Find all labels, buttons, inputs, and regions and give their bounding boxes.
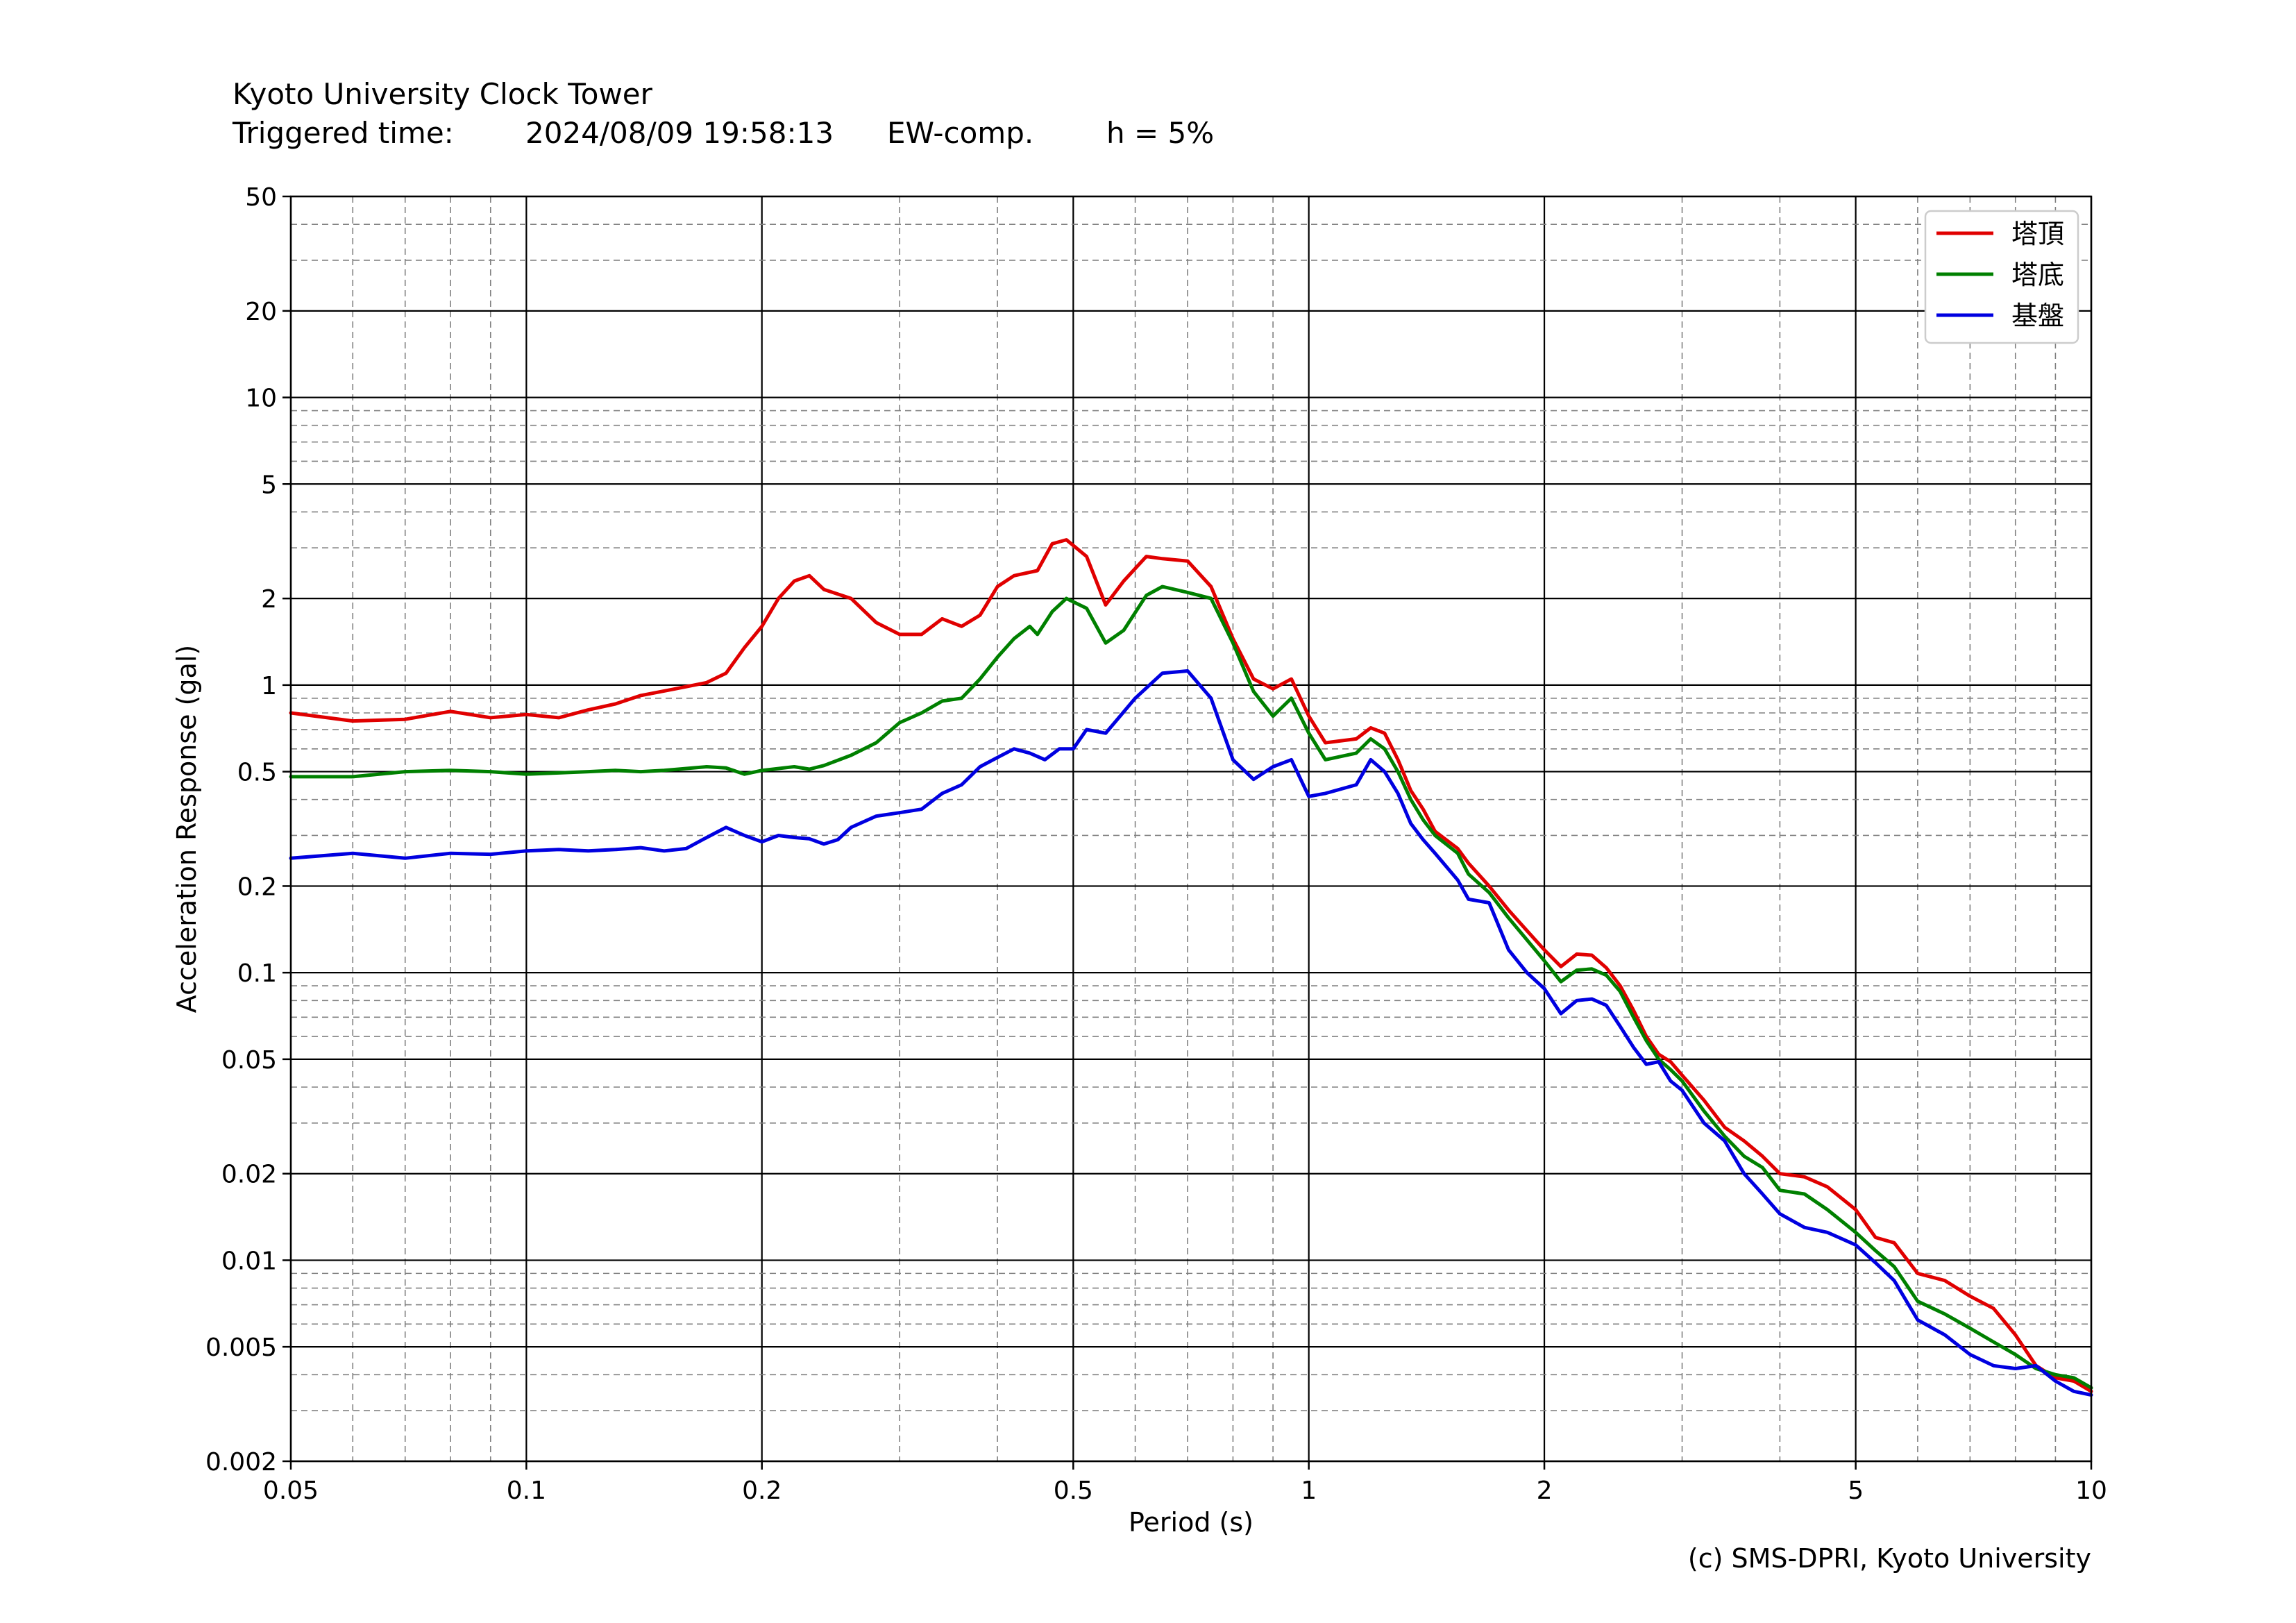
legend-box	[1924, 210, 2079, 344]
credit-text: (c) SMS-DPRI, Kyoto University	[1688, 1543, 2091, 1574]
triggered-time: 2024/08/09 19:58:13	[525, 116, 834, 150]
station-title: Kyoto University Clock Tower	[233, 77, 653, 111]
legend-label-ground: 基盤	[2011, 301, 2064, 331]
component-label: EW-comp.	[887, 116, 1033, 150]
y-tick-label: 0.002	[205, 1448, 277, 1477]
x-tick-label: 1	[1301, 1477, 1317, 1505]
y-tick-label: 50	[245, 183, 277, 212]
series-line-1	[289, 585, 2093, 1390]
damping-label: h = 5%	[1106, 116, 1214, 150]
x-tick-label: 2	[1537, 1477, 1553, 1505]
y-tick-label: 2	[261, 585, 277, 614]
y-tick-label: 5	[261, 471, 277, 499]
y-tick-label: 1	[261, 672, 277, 700]
y-tick-label: 0.01	[221, 1247, 277, 1275]
y-tick-label: 0.1	[237, 959, 277, 988]
axis-ticks: 0.05 0.1 0.2 0.5 1 2 5 10 0.002 0.005 0.01 0.02 0.05…	[205, 183, 2107, 1505]
x-tick-label: 5	[1848, 1477, 1864, 1505]
series-line-2	[289, 669, 2093, 1397]
grid	[289, 195, 2093, 1463]
plot-frame	[289, 195, 2093, 1463]
x-axis-label: Period (s)	[1129, 1507, 1253, 1538]
triggered-label: Triggered time:	[232, 116, 454, 150]
x-tick-label: 0.2	[742, 1477, 782, 1505]
legend-label-top: 塔頂	[2011, 219, 2064, 249]
y-tick-label: 0.05	[221, 1046, 277, 1075]
y-tick-label: 0.02	[221, 1161, 277, 1189]
x-tick-label: 10	[2075, 1477, 2107, 1505]
y-tick-label: 0.5	[237, 759, 277, 787]
y-tick-label: 20	[245, 298, 277, 326]
y-axis-label: Acceleration Response (gal)	[171, 645, 202, 1013]
series-lines	[289, 538, 2093, 1397]
x-tick-label: 0.05	[263, 1477, 319, 1505]
y-tick-label: 10	[245, 385, 277, 413]
x-tick-label: 0.1	[507, 1477, 546, 1505]
legend-label-base: 塔底	[2011, 260, 2064, 290]
y-tick-label: 0.2	[237, 873, 277, 901]
legend: 塔頂 塔底 基盤	[1924, 210, 2079, 344]
series-line-0	[289, 538, 2093, 1393]
y-tick-label: 0.005	[205, 1334, 277, 1362]
x-tick-label: 0.5	[1054, 1477, 1093, 1505]
